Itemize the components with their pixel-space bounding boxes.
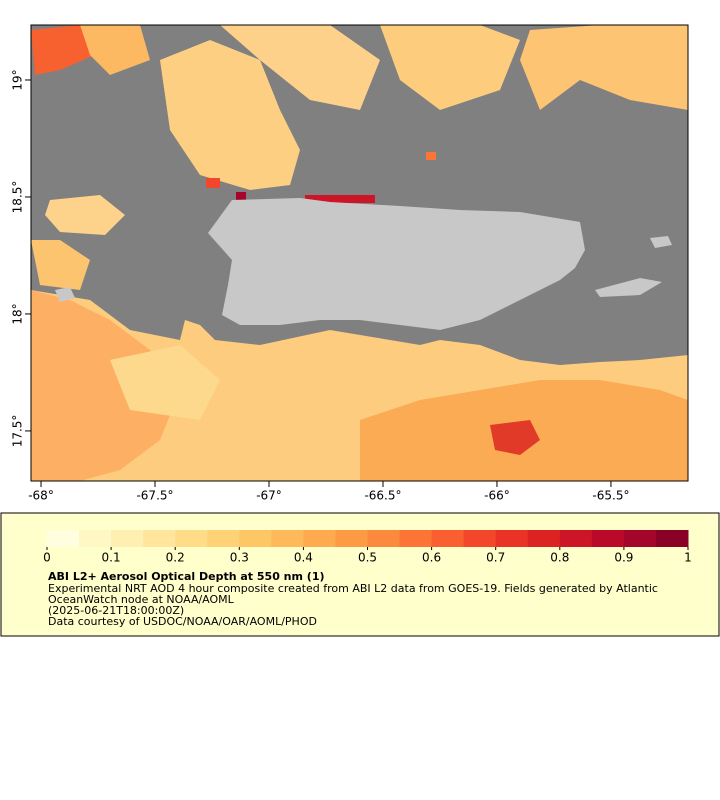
colorbar-tick-label: 0.8 — [550, 551, 569, 565]
aerosol-field — [490, 420, 540, 455]
x-tick-label: -65.5° — [592, 489, 629, 503]
y-tick-label: 19° — [11, 69, 25, 90]
aerosol-field — [110, 345, 220, 420]
axes: -68° -67.5° -67° -66.5° -66° -65.5° 19° 18.5° 18… — [11, 69, 630, 502]
aerosol-field — [305, 195, 375, 203]
aerosol-field — [520, 25, 688, 110]
color-swatch — [335, 530, 368, 547]
color-swatch — [143, 530, 176, 547]
aerosol-field — [31, 290, 180, 481]
aerosol-field — [45, 195, 125, 235]
color-swatch — [79, 530, 112, 547]
y-tick-label: 18° — [11, 303, 25, 324]
x-tick-label: -68° — [28, 489, 54, 503]
aerosol-field — [80, 25, 150, 75]
color-swatch — [111, 530, 144, 547]
aerosol-field — [31, 240, 90, 290]
colorbar-tick-label: 0.6 — [422, 551, 441, 565]
colorbar-tick-label: 0.7 — [486, 551, 505, 565]
colorbar-tick-label: 0.3 — [230, 551, 249, 565]
x-tick-label: -66° — [484, 489, 510, 503]
x-tick-label: -67.5° — [136, 489, 173, 503]
color-swatch — [239, 530, 272, 547]
aerosol-field — [220, 25, 380, 110]
aerosol-field — [160, 40, 300, 190]
colorbar-tick-label: 0.2 — [166, 551, 185, 565]
legend-line: (2025-06-21T18:00:00Z) — [48, 604, 184, 617]
color-swatch — [207, 530, 240, 547]
colorbar-tick-label: 1 — [684, 551, 692, 565]
colorbar-tick-label: 0.9 — [614, 551, 633, 565]
map-frame — [30, 24, 689, 482]
colorbar-tick-label: 0.5 — [358, 551, 377, 565]
aerosol-field — [31, 25, 95, 75]
color-swatch — [655, 530, 689, 547]
colorbar-tick-label: 0.1 — [102, 551, 121, 565]
color-swatch — [175, 530, 208, 547]
vieques — [595, 278, 662, 297]
aerosol-field — [236, 192, 246, 200]
aerosol-field — [380, 25, 520, 110]
color-swatch — [399, 530, 433, 547]
color-swatch — [559, 530, 593, 547]
mona-island — [55, 287, 75, 302]
color-swatch — [431, 530, 465, 547]
colorbar: 0 0.1 0.2 0.3 0.4 0.5 0.6 0.7 0.8 0.9 1 — [43, 530, 692, 565]
legend-line: OceanWatch node at NOAA/AOML — [48, 593, 235, 606]
colorbar-tick-label: 0.4 — [294, 551, 313, 565]
color-swatch — [367, 530, 401, 547]
legend-line: Experimental NRT AOD 4 hour composite cr… — [48, 582, 658, 595]
legend-title: ABI L2+ Aerosol Optical Depth at 550 nm … — [48, 570, 325, 583]
map — [31, 25, 688, 481]
color-swatch — [47, 530, 80, 547]
color-swatch — [527, 530, 561, 547]
puerto-rico — [208, 198, 585, 330]
y-tick-label: 18.5° — [11, 181, 25, 214]
color-swatch — [495, 530, 529, 547]
color-swatch — [463, 530, 497, 547]
y-tick-label: 17.5° — [11, 415, 25, 448]
color-swatch — [271, 530, 304, 547]
x-tick-label: -66.5° — [364, 489, 401, 503]
culebra — [650, 236, 672, 248]
legend-line: Data courtesy of USDOC/NOAA/OAR/AOML/PHO… — [48, 615, 317, 628]
aerosol-field — [206, 178, 220, 188]
color-swatch — [591, 530, 625, 547]
aerosol-field — [426, 152, 436, 160]
x-tick-label: -67° — [256, 489, 282, 503]
color-swatch — [303, 530, 336, 547]
colorbar-tick-label: 0 — [43, 551, 51, 565]
color-swatch — [623, 530, 657, 547]
